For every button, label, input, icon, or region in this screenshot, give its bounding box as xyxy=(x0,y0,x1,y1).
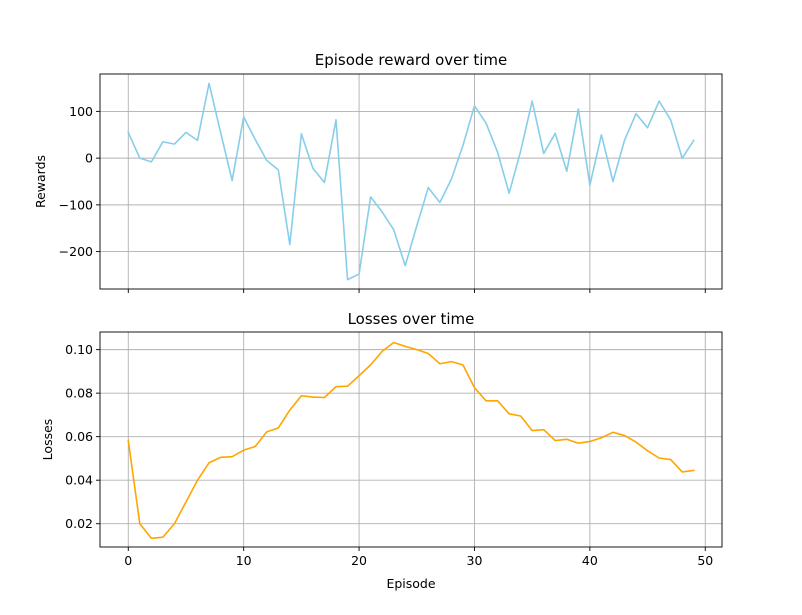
reward-chart-ticks: −200 −100 0 100 xyxy=(59,104,706,293)
loss-chart-y-tick-label: 0.06 xyxy=(65,429,93,444)
reward-chart-y-tick-label: −200 xyxy=(59,244,93,259)
loss-chart-x-tick-label: 20 xyxy=(351,553,367,568)
reward-chart-y-tick-label: 0 xyxy=(85,151,93,166)
loss-chart-ticks: 0 10 20 30 40 50 0.02 0.04 0.06 0.08 0.10 xyxy=(65,342,713,568)
reward-chart-series xyxy=(127,82,695,281)
loss-chart-xlabel: Episode xyxy=(386,576,435,591)
loss-chart-x-tick-label: 0 xyxy=(124,553,132,568)
loss-chart-grid xyxy=(100,332,722,547)
loss-chart-x-tick-label: 10 xyxy=(236,553,252,568)
reward-chart-frame xyxy=(99,73,723,290)
reward-chart-y-tick-label: −100 xyxy=(59,197,93,212)
reward-chart-grid xyxy=(100,74,722,289)
loss-chart-ylabel: Losses xyxy=(40,419,55,461)
loss-chart-y-tick-label: 0.02 xyxy=(65,516,93,531)
reward-chart-ylabel: Rewards xyxy=(33,155,48,208)
reward-chart-series-line xyxy=(127,82,695,281)
loss-chart-series xyxy=(127,341,695,540)
loss-chart-series-line xyxy=(127,341,695,540)
loss-chart-y-tick-label: 0.04 xyxy=(65,473,93,488)
loss-chart-y-tick-label: 0.08 xyxy=(65,386,93,401)
reward-chart-title: Episode reward over time xyxy=(315,51,508,69)
loss-chart-x-tick-label: 30 xyxy=(467,553,483,568)
reward-chart-y-tick-label: 100 xyxy=(69,104,93,119)
loss-chart-title: Losses over time xyxy=(348,310,475,328)
loss-chart-y-tick-label: 0.10 xyxy=(65,342,93,357)
loss-chart-frame xyxy=(99,331,723,548)
loss-chart-x-tick-label: 40 xyxy=(582,553,598,568)
loss-chart: Losses over time 0 10 20 30 40 50 0.02 0.04 0.06… xyxy=(40,310,723,591)
reward-chart: Episode reward over time −200 −100 0 100 Re… xyxy=(33,51,723,293)
loss-chart-x-tick-label: 50 xyxy=(697,553,713,568)
